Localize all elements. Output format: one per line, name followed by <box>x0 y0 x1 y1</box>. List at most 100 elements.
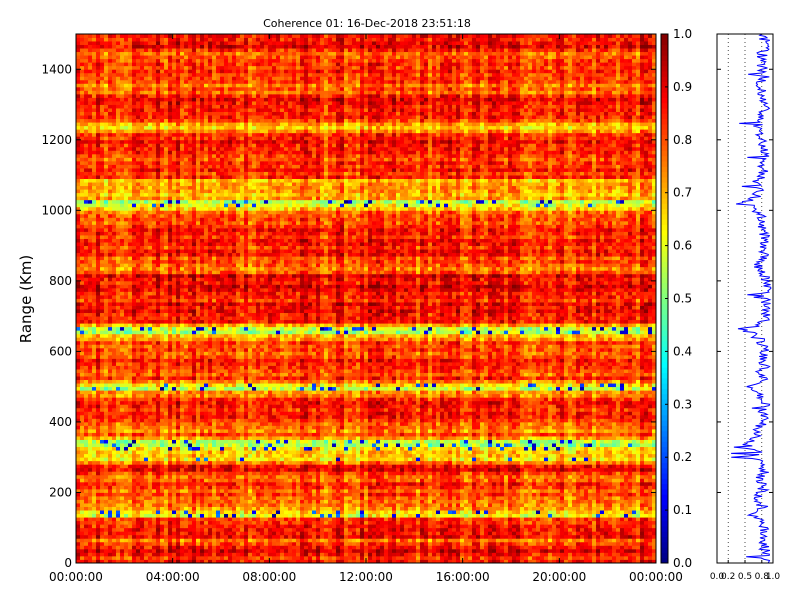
heatmap-cell <box>492 510 496 514</box>
heatmap-cell <box>340 475 344 479</box>
heatmap-cell <box>180 514 184 518</box>
heatmap-cell <box>472 531 476 535</box>
heatmap-cell <box>620 507 624 511</box>
heatmap-cell <box>312 492 316 496</box>
heatmap-cell <box>180 475 184 479</box>
heatmap-cell <box>428 489 432 493</box>
heatmap-cell <box>372 443 376 447</box>
heatmap-cell <box>584 500 588 504</box>
heatmap-cell <box>616 531 620 535</box>
heatmap-cell <box>604 496 608 500</box>
heatmap-cell <box>536 531 540 535</box>
heatmap-cell <box>384 524 388 528</box>
heatmap-cell <box>436 556 440 560</box>
heatmap-cell <box>224 450 228 454</box>
heatmap-cell <box>380 531 384 535</box>
heatmap-cell <box>332 489 336 493</box>
heatmap-cell <box>644 514 648 518</box>
heatmap-cell <box>520 545 524 549</box>
heatmap-cell <box>628 517 632 521</box>
heatmap-cell <box>88 503 92 507</box>
heatmap-cell <box>172 496 176 500</box>
heatmap-cell <box>104 524 108 528</box>
heatmap-cell <box>644 461 648 465</box>
heatmap-cell <box>416 556 420 560</box>
heatmap-cell <box>192 482 196 486</box>
heatmap-cell <box>152 496 156 500</box>
heatmap-cell <box>84 485 88 489</box>
heatmap-cell <box>412 489 416 493</box>
heatmap-cell <box>252 496 256 500</box>
heatmap-cell <box>552 464 556 468</box>
heatmap-cell <box>168 552 172 556</box>
heatmap-cell <box>164 507 168 511</box>
heatmap-cell <box>500 531 504 535</box>
heatmap-cell <box>640 556 644 560</box>
heatmap-cell <box>416 514 420 518</box>
heatmap-cell <box>408 531 412 535</box>
heatmap-cell <box>92 552 96 556</box>
heatmap-cell <box>372 510 376 514</box>
heatmap-cell <box>564 475 568 479</box>
heatmap-cell <box>332 514 336 518</box>
heatmap-cell <box>428 454 432 458</box>
heatmap-cell <box>576 503 580 507</box>
heatmap-cell <box>564 535 568 539</box>
heatmap-cell <box>312 521 316 525</box>
heatmap-cell <box>464 545 468 549</box>
heatmap-cell <box>144 517 148 521</box>
heatmap-cell <box>108 468 112 472</box>
heatmap-cell <box>168 496 172 500</box>
heatmap-cell <box>408 485 412 489</box>
heatmap-cell <box>372 549 376 553</box>
heatmap-cell <box>252 503 256 507</box>
heatmap-cell <box>408 521 412 525</box>
heatmap-cell <box>272 528 276 532</box>
heatmap-cell <box>220 500 224 504</box>
heatmap-cell <box>560 507 564 511</box>
heatmap-cell <box>124 503 128 507</box>
heatmap-cell <box>188 447 192 451</box>
heatmap-cell <box>340 447 344 451</box>
heatmap-cell <box>120 556 124 560</box>
heatmap-cell <box>588 461 592 465</box>
heatmap-cell <box>84 500 88 504</box>
heatmap-cell <box>232 521 236 525</box>
heatmap-cell <box>80 510 84 514</box>
heatmap-cell <box>440 468 444 472</box>
heatmap-cell <box>316 482 320 486</box>
heatmap-cell <box>568 450 572 454</box>
heatmap-cell <box>216 475 220 479</box>
heatmap-cell <box>112 528 116 532</box>
heatmap-cell <box>560 468 564 472</box>
heatmap-cell <box>540 492 544 496</box>
heatmap-cell <box>316 521 320 525</box>
heatmap-cell <box>408 524 412 528</box>
heatmap-cell <box>504 531 508 535</box>
heatmap-cell <box>480 545 484 549</box>
heatmap-cell <box>104 503 108 507</box>
heatmap-cell <box>452 538 456 542</box>
heatmap-cell <box>540 464 544 468</box>
heatmap-cell <box>396 514 400 518</box>
heatmap-cell <box>528 524 532 528</box>
heatmap-cell <box>244 496 248 500</box>
heatmap-cell <box>284 457 288 461</box>
heatmap-cell <box>432 517 436 521</box>
heatmap-cell <box>580 538 584 542</box>
heatmap-cell <box>396 496 400 500</box>
heatmap-cell <box>648 475 652 479</box>
heatmap-cell <box>196 489 200 493</box>
heatmap-cell <box>516 517 520 521</box>
heatmap-cell <box>124 552 128 556</box>
heatmap-cell <box>236 510 240 514</box>
heatmap-cell <box>340 482 344 486</box>
heatmap-cell <box>424 443 428 447</box>
heatmap-cell <box>520 482 524 486</box>
heatmap-cell <box>156 524 160 528</box>
heatmap-cell <box>136 464 140 468</box>
heatmap-cell <box>168 531 172 535</box>
heatmap-cell <box>512 478 516 482</box>
heatmap-cell <box>320 489 324 493</box>
heatmap-cell <box>308 454 312 458</box>
